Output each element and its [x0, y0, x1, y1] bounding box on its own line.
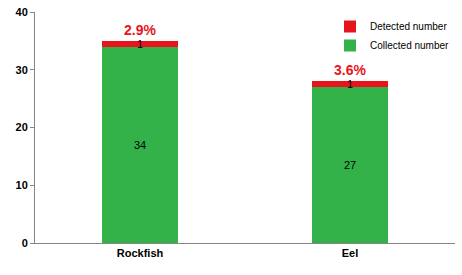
svg-text:20: 20 [16, 121, 28, 133]
svg-text:30: 30 [16, 64, 28, 76]
svg-text:0: 0 [22, 237, 28, 249]
svg-text:Eel: Eel [342, 247, 359, 259]
svg-text:Detected number: Detected number [370, 21, 447, 32]
svg-text:40: 40 [16, 6, 28, 18]
svg-text:Collected number: Collected number [370, 40, 449, 51]
svg-text:1: 1 [137, 38, 143, 50]
svg-text:34: 34 [134, 139, 146, 151]
svg-text:3.6%: 3.6% [334, 62, 366, 78]
svg-text:10: 10 [16, 179, 28, 191]
svg-text:27: 27 [344, 159, 356, 171]
svg-text:1: 1 [347, 78, 353, 90]
svg-text:2.9%: 2.9% [124, 22, 156, 38]
svg-text:Rockfish: Rockfish [117, 247, 164, 259]
